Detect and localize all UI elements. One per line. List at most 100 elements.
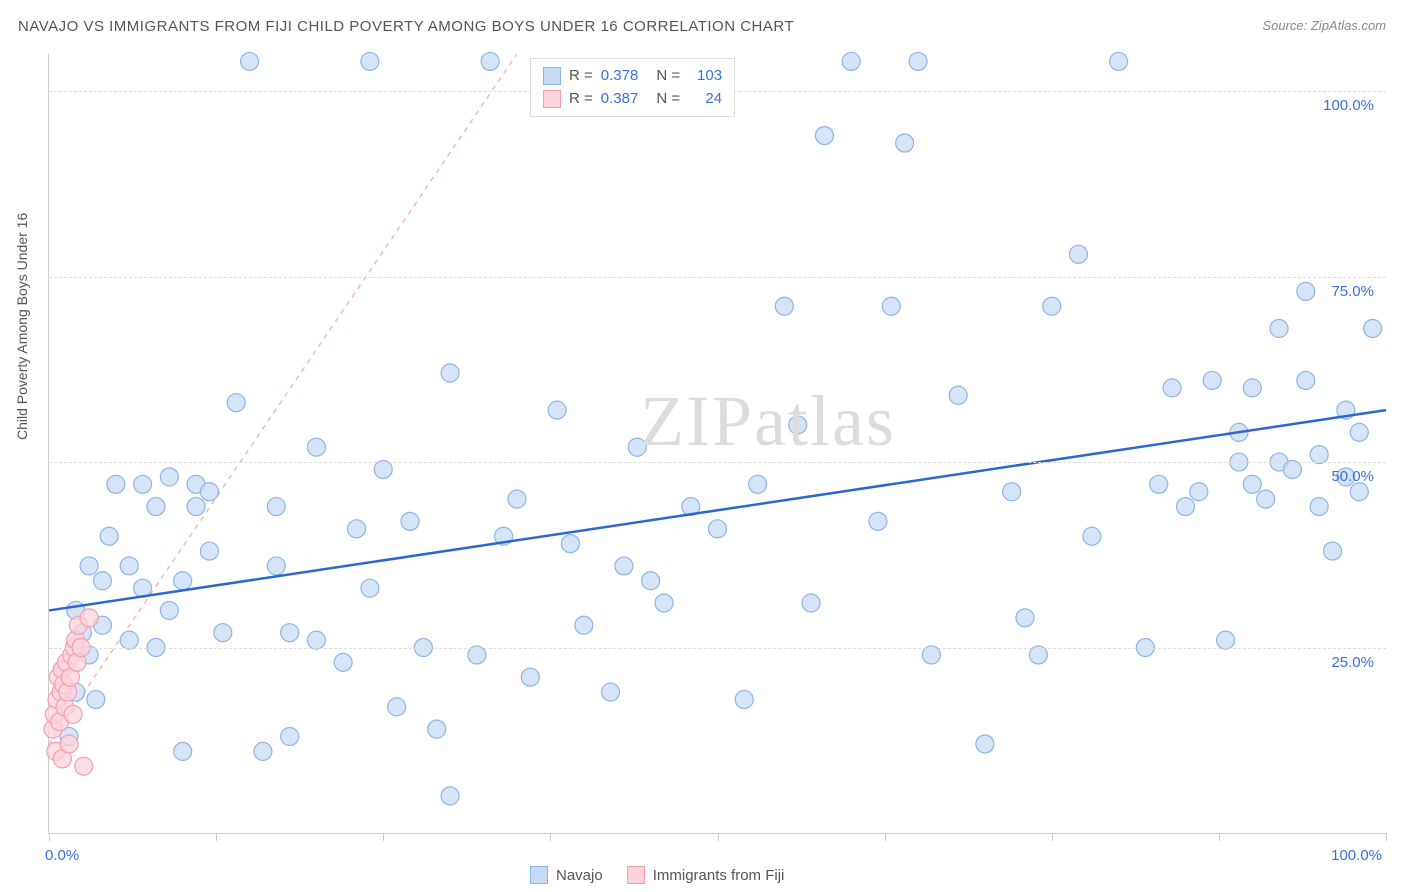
data-point: [174, 742, 192, 760]
data-point: [1190, 483, 1208, 501]
data-point: [241, 52, 259, 70]
data-point: [1350, 483, 1368, 501]
data-point: [134, 475, 152, 493]
data-point: [107, 475, 125, 493]
legend-label: Navajo: [556, 867, 603, 884]
data-point: [1069, 245, 1087, 263]
data-point: [1324, 542, 1342, 560]
x-tick-label: 100.0%: [1331, 847, 1382, 864]
series-legend: NavajoImmigrants from Fiji: [530, 866, 784, 884]
legend-item: Navajo: [530, 866, 603, 884]
data-point: [1270, 320, 1288, 338]
data-point: [147, 498, 165, 516]
data-point: [334, 653, 352, 671]
data-point: [441, 787, 459, 805]
gridline: [49, 277, 1386, 278]
data-point: [521, 668, 539, 686]
data-point: [174, 572, 192, 590]
data-point: [388, 698, 406, 716]
data-point: [441, 364, 459, 382]
x-tick: [49, 833, 50, 841]
data-point: [922, 646, 940, 664]
trend-line-fiji: [49, 54, 517, 744]
watermark: ZIPatlas: [640, 380, 896, 463]
data-point: [1297, 371, 1315, 389]
data-point: [615, 557, 633, 575]
y-tick-label: 25.0%: [1331, 654, 1374, 671]
data-point: [361, 579, 379, 597]
legend-n-label: N =: [656, 88, 680, 111]
data-point: [1043, 297, 1061, 315]
gridline: [49, 648, 1386, 649]
legend-n-label: N =: [656, 65, 680, 88]
data-point: [187, 498, 205, 516]
data-point: [281, 624, 299, 642]
chart-title: NAVAJO VS IMMIGRANTS FROM FIJI CHILD POV…: [18, 18, 794, 35]
legend-swatch: [627, 866, 645, 884]
legend-row: R =0.378N =103: [543, 65, 722, 88]
data-point: [802, 594, 820, 612]
data-point: [1297, 282, 1315, 300]
legend-n-value: 24: [688, 88, 722, 111]
data-point: [842, 52, 860, 70]
data-point: [1110, 52, 1128, 70]
data-point: [869, 512, 887, 530]
data-point: [200, 542, 218, 560]
data-point: [307, 631, 325, 649]
data-point: [1083, 527, 1101, 545]
data-point: [267, 498, 285, 516]
data-point: [160, 601, 178, 619]
data-point: [749, 475, 767, 493]
legend-swatch: [530, 866, 548, 884]
data-point: [80, 557, 98, 575]
x-tick: [885, 833, 886, 841]
x-tick-label: 0.0%: [45, 847, 79, 864]
legend-r-label: R =: [569, 88, 593, 111]
data-point: [481, 52, 499, 70]
legend-swatch: [543, 90, 561, 108]
data-point: [815, 127, 833, 145]
data-point: [87, 690, 105, 708]
data-point: [1217, 631, 1235, 649]
correlation-legend: R =0.378N =103R =0.387N = 24: [530, 58, 735, 117]
data-point: [1257, 490, 1275, 508]
data-point: [1310, 446, 1328, 464]
data-point: [896, 134, 914, 152]
data-point: [361, 52, 379, 70]
x-tick: [550, 833, 551, 841]
x-tick: [1386, 833, 1387, 841]
data-point: [281, 728, 299, 746]
data-point: [214, 624, 232, 642]
data-point: [1163, 379, 1181, 397]
data-point: [75, 757, 93, 775]
data-point: [655, 594, 673, 612]
data-point: [976, 735, 994, 753]
data-point: [882, 297, 900, 315]
watermark-thin: atlas: [754, 381, 896, 461]
legend-row: R =0.387N = 24: [543, 88, 722, 111]
data-point: [1243, 475, 1261, 493]
data-point: [200, 483, 218, 501]
data-point: [1150, 475, 1168, 493]
data-point: [1364, 320, 1382, 338]
data-point: [909, 52, 927, 70]
data-point: [60, 735, 78, 753]
x-tick: [718, 833, 719, 841]
data-point: [267, 557, 285, 575]
legend-n-value: 103: [688, 65, 722, 88]
data-point: [561, 535, 579, 553]
data-point: [1310, 498, 1328, 516]
data-point: [1283, 460, 1301, 478]
y-axis-label: Child Poverty Among Boys Under 16: [14, 213, 30, 440]
data-point: [602, 683, 620, 701]
data-point: [374, 460, 392, 478]
data-point: [428, 720, 446, 738]
data-point: [1003, 483, 1021, 501]
data-point: [949, 386, 967, 404]
y-tick-label: 50.0%: [1331, 468, 1374, 485]
data-point: [709, 520, 727, 538]
y-tick-label: 100.0%: [1323, 97, 1374, 114]
data-point: [1350, 423, 1368, 441]
data-point: [508, 490, 526, 508]
data-point: [100, 527, 118, 545]
